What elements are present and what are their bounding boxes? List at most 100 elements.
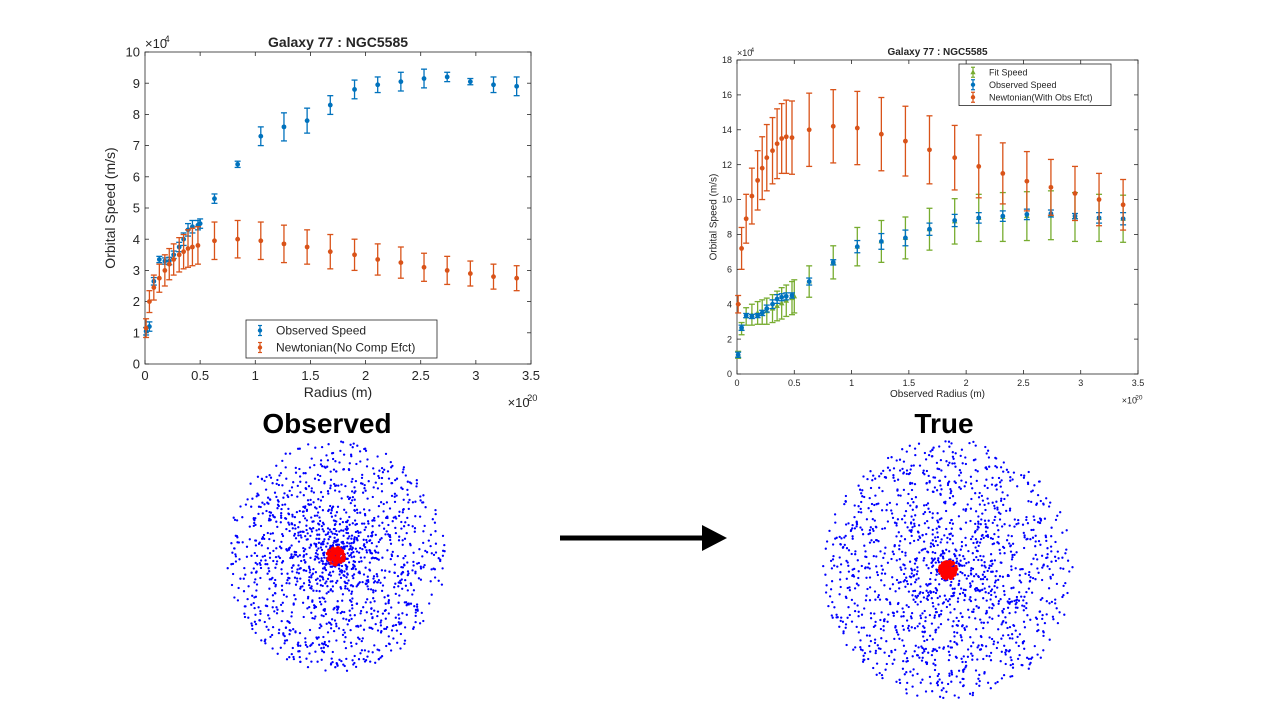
- star-point: [919, 616, 923, 620]
- star-point: [1031, 576, 1035, 580]
- star-point: [923, 510, 927, 514]
- star-point: [314, 578, 318, 582]
- star-point: [890, 509, 893, 512]
- star-point: [403, 626, 407, 629]
- star-point: [948, 603, 952, 606]
- star-point: [260, 477, 264, 480]
- star-point: [899, 540, 902, 543]
- star-point: [326, 459, 330, 462]
- star-point: [264, 604, 268, 607]
- star-point: [314, 446, 317, 449]
- star-point: [1027, 667, 1030, 670]
- star-point: [313, 605, 317, 608]
- star-point: [285, 547, 288, 551]
- star-point: [1003, 497, 1006, 501]
- star-point: [292, 628, 295, 631]
- star-point: [946, 483, 950, 487]
- star-point: [355, 642, 358, 645]
- core-point: [341, 549, 345, 554]
- star-point: [954, 452, 957, 455]
- star-point: [359, 482, 363, 485]
- plot-area: [736, 59, 1139, 375]
- star-point: [927, 567, 930, 570]
- star-point: [358, 560, 361, 564]
- star-point: [393, 571, 396, 575]
- star-point: [364, 546, 367, 549]
- star-point: [354, 479, 358, 483]
- data-point: [779, 136, 785, 141]
- star-point: [954, 481, 957, 485]
- star-point: [984, 522, 987, 526]
- star-point: [277, 500, 280, 503]
- data-point: [235, 236, 241, 242]
- star-point: [407, 523, 410, 527]
- star-point: [406, 589, 409, 592]
- star-point: [349, 641, 353, 644]
- star-point: [325, 454, 328, 457]
- star-point: [919, 681, 922, 684]
- star-point: [312, 526, 315, 530]
- star-point: [418, 622, 422, 625]
- star-point: [365, 538, 368, 542]
- star-point: [335, 639, 338, 642]
- star-point: [311, 520, 314, 523]
- star-point: [378, 524, 381, 527]
- star-point: [959, 471, 963, 474]
- star-point: [961, 615, 964, 619]
- star-point: [316, 637, 319, 640]
- star-point: [907, 624, 910, 628]
- star-point: [1029, 576, 1032, 579]
- star-point: [273, 610, 276, 613]
- star-point: [872, 529, 875, 533]
- star-point: [297, 540, 301, 543]
- star-point: [377, 657, 380, 661]
- star-point: [964, 666, 967, 669]
- star-point: [913, 562, 917, 565]
- star-point: [893, 521, 897, 524]
- star-point: [348, 523, 351, 526]
- star-point: [344, 646, 348, 650]
- star-point: [895, 578, 899, 582]
- star-point: [304, 505, 307, 508]
- star-point: [302, 514, 305, 518]
- star-point: [314, 615, 317, 618]
- star-point: [318, 590, 321, 593]
- star-point: [1039, 598, 1042, 601]
- star-point: [303, 558, 306, 562]
- star-point: [286, 579, 289, 582]
- star-point: [929, 542, 933, 545]
- star-point: [978, 541, 982, 544]
- star-point: [914, 453, 917, 457]
- star-point: [868, 644, 871, 648]
- star-point: [1013, 553, 1016, 556]
- star-point: [356, 636, 360, 639]
- star-point: [992, 640, 996, 643]
- star-point: [265, 475, 268, 479]
- star-point: [971, 535, 974, 538]
- star-point: [1030, 563, 1033, 566]
- star-point: [895, 524, 898, 527]
- star-point: [1005, 468, 1009, 471]
- star-point: [369, 660, 372, 663]
- star-point: [309, 556, 312, 560]
- star-point: [253, 551, 256, 555]
- star-point: [894, 625, 897, 628]
- star-point: [254, 561, 257, 565]
- star-point: [266, 501, 269, 504]
- star-point: [266, 598, 269, 601]
- star-point: [406, 561, 409, 564]
- star-point: [422, 494, 425, 497]
- star-point: [255, 554, 259, 558]
- star-point: [917, 577, 920, 580]
- star-point: [302, 494, 305, 497]
- core-point: [948, 559, 952, 564]
- x-tick-label: 3: [472, 368, 479, 383]
- star-point: [329, 470, 332, 473]
- star-point: [940, 681, 944, 684]
- star-point: [352, 540, 356, 543]
- star-point: [1014, 629, 1017, 632]
- star-point: [868, 567, 871, 570]
- star-point: [355, 538, 359, 541]
- star-point: [925, 532, 928, 536]
- legend-marker: [970, 69, 976, 75]
